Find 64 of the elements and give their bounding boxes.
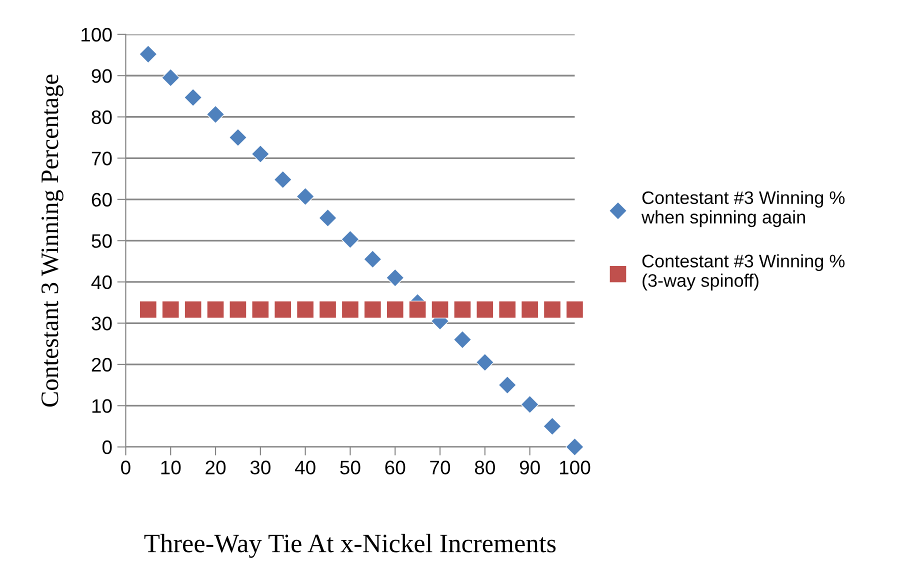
x-tick-label: 40 (294, 460, 316, 474)
point (139, 45, 158, 64)
y-tick-label: 40 (91, 275, 112, 290)
y-tick-label: 50 (92, 234, 112, 248)
x-tick-label: 70 (430, 460, 450, 474)
point (274, 170, 292, 189)
point (498, 376, 517, 394)
x-tick-label: 100 (560, 460, 590, 474)
y-tick-label: 30 (92, 316, 112, 330)
y-axis-title: Contestant 3 Winning Percentage (41, 74, 64, 407)
point (274, 300, 292, 318)
point (162, 300, 180, 318)
point (364, 250, 382, 268)
point (296, 187, 314, 206)
point (341, 300, 360, 318)
point (566, 438, 584, 456)
point (184, 300, 202, 318)
point (318, 300, 337, 318)
point (454, 300, 472, 318)
point (341, 230, 360, 249)
point (408, 300, 426, 318)
point (520, 300, 539, 318)
x-axis-title: Three-Way Tie At x-Nickel Increments (144, 534, 556, 558)
point (364, 300, 382, 318)
point (184, 88, 202, 107)
x-tick-label: 0 (121, 460, 130, 474)
x-tick-label: 50 (340, 460, 360, 474)
x-tick-label: 90 (520, 460, 540, 474)
point (498, 300, 516, 318)
legend-label: Contestant #3 Winning % when spinning again (641, 190, 845, 228)
point (386, 268, 404, 287)
point (229, 300, 247, 318)
x-tick-label: 80 (474, 460, 495, 474)
x-tick-label: 30 (250, 460, 270, 474)
point (228, 128, 248, 147)
point (566, 300, 584, 318)
y-tick-label: 10 (92, 399, 112, 413)
point (431, 300, 449, 318)
y-tick-label: 100 (82, 28, 112, 42)
point (296, 300, 314, 318)
point (520, 395, 539, 414)
point (543, 300, 562, 318)
y-tick-label: 70 (92, 152, 112, 166)
y-tick-label: 90 (92, 69, 112, 83)
y-tick-label: 0 (102, 440, 112, 454)
point (318, 208, 337, 228)
x-tick-label: 60 (385, 460, 406, 474)
legend-label: Contestant #3 Winning % (3-way spinoff) (642, 254, 845, 290)
point (543, 417, 562, 436)
point (161, 68, 180, 87)
x-tick-label: 20 (206, 460, 226, 474)
point (476, 353, 494, 372)
point (476, 300, 494, 318)
point (252, 300, 270, 318)
point (206, 105, 225, 124)
y-tick-label: 60 (92, 192, 112, 207)
point (251, 144, 270, 164)
point (206, 300, 224, 318)
point (139, 300, 158, 318)
point (453, 330, 472, 349)
x-tick-label: 10 (161, 460, 181, 474)
y-tick-label: 20 (92, 358, 112, 372)
y-tick-label: 80 (92, 110, 112, 124)
point (386, 300, 404, 318)
